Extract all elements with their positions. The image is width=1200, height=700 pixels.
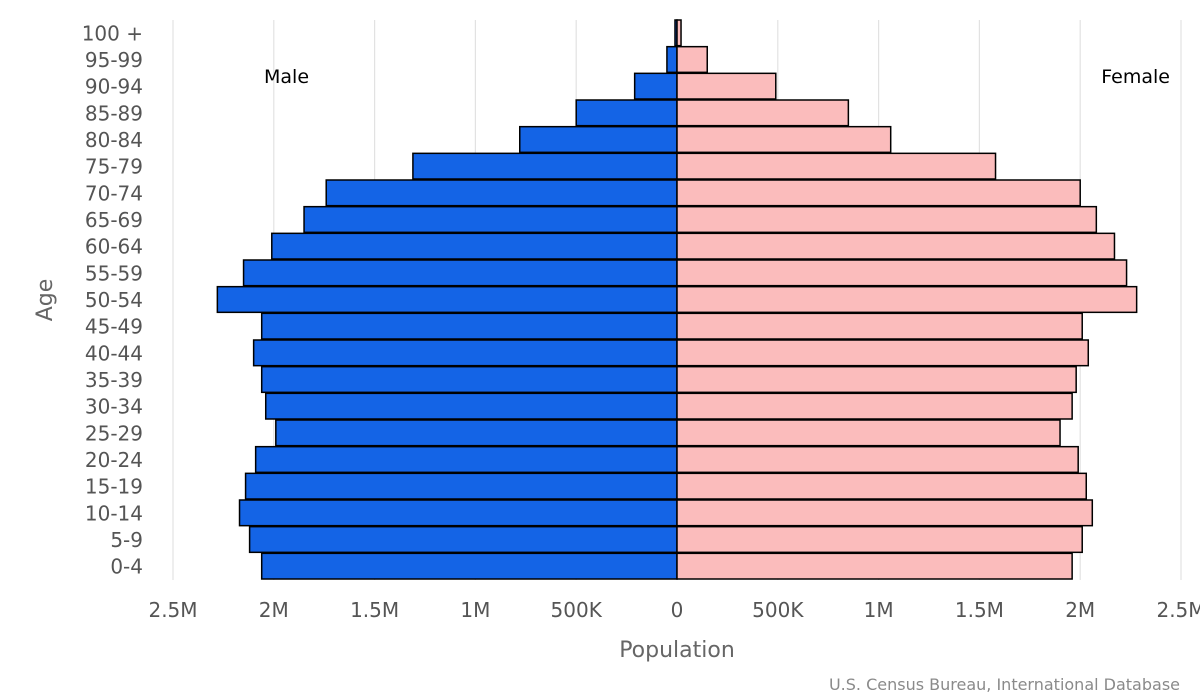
female-bar [676, 45, 708, 74]
y-tick-label: 95-99 [85, 48, 143, 72]
female-bar [676, 205, 1098, 234]
female-bar [676, 259, 1128, 287]
female-bar [676, 19, 682, 47]
male-bar [252, 339, 678, 367]
y-tick-label: 35-39 [85, 368, 143, 392]
female-bar [676, 365, 1077, 394]
female-bar [676, 525, 1083, 554]
y-tick-label: 60-64 [85, 235, 143, 259]
female-bar [676, 72, 777, 100]
male-bar [244, 472, 678, 500]
female-bars [676, 19, 1138, 580]
x-tick-label: 0 [671, 598, 684, 622]
source-credit: U.S. Census Bureau, International Databa… [829, 675, 1180, 694]
x-tick-label: 500K [752, 598, 804, 622]
y-tick-label: 40-44 [85, 341, 143, 365]
x-axis-title: Population [619, 638, 735, 663]
female-bar [676, 552, 1073, 580]
x-tick-label: 1M [460, 598, 490, 622]
male-bar [303, 205, 678, 234]
y-tick-label: 50-54 [85, 288, 143, 312]
male-bar [242, 259, 678, 287]
x-tick-label: 2.5M [1156, 598, 1200, 622]
x-tick-label: 500K [551, 598, 603, 622]
female-bar [676, 232, 1116, 260]
x-tick-label: 1M [864, 598, 894, 622]
female-bar [676, 312, 1083, 340]
x-tick-label: 1.5M [955, 598, 1004, 622]
x-tick-label: 1.5M [350, 598, 399, 622]
female-bar [676, 152, 997, 180]
y-tick-label: 30-34 [85, 395, 143, 419]
x-tick-label: 2M [259, 598, 289, 622]
y-tick-label: 55-59 [85, 261, 143, 285]
male-series-label: Male [264, 66, 309, 88]
female-bar [676, 499, 1094, 527]
male-bar [575, 99, 678, 127]
y-tick-label: 0-4 [110, 555, 143, 579]
male-bar [238, 499, 678, 527]
y-tick-label: 15-19 [85, 475, 143, 499]
y-tick-label: 25-29 [85, 421, 143, 445]
female-bar [676, 99, 850, 127]
female-bar [676, 445, 1079, 474]
male-bar [260, 552, 678, 580]
male-bar [325, 179, 678, 207]
y-tick-label: 80-84 [85, 128, 143, 152]
male-bar [275, 419, 678, 447]
male-bar [260, 365, 678, 394]
male-bars [216, 19, 678, 580]
male-bar [248, 525, 678, 554]
male-bar [412, 152, 678, 180]
male-bar [264, 392, 678, 420]
female-bar [676, 472, 1087, 500]
male-bar [254, 445, 678, 474]
y-axis-title: Age [33, 279, 58, 322]
female-bar [676, 339, 1090, 367]
y-tick-label: 5-9 [110, 528, 143, 552]
female-bar [676, 392, 1073, 420]
male-bar [633, 72, 678, 100]
y-tick-label: 10-14 [85, 501, 143, 525]
male-bar [666, 45, 678, 74]
y-tick-label: 20-24 [85, 448, 143, 472]
female-bar [676, 285, 1138, 314]
x-tick-label: 2M [1065, 598, 1095, 622]
x-tick-label: 2.5M [148, 598, 197, 622]
x-tick-labels: 2.5M 2M 1.5M 1M 500K 0 500K 1M 1.5M 2M 2.5M [148, 598, 1200, 622]
male-bar [271, 232, 678, 260]
male-bar [216, 285, 678, 314]
female-bar [676, 125, 892, 154]
female-series-label: Female [1101, 66, 1170, 88]
y-tick-label: 75-79 [85, 155, 143, 179]
y-tick-label: 100 + [82, 21, 143, 45]
y-tick-label: 85-89 [85, 101, 143, 125]
y-tick-label: 65-69 [85, 208, 143, 232]
y-tick-label: 45-49 [85, 315, 143, 339]
female-bar [676, 419, 1061, 447]
y-tick-label: 70-74 [85, 181, 143, 205]
male-bar [519, 125, 678, 154]
female-bar [676, 179, 1081, 207]
male-bar [260, 312, 678, 340]
y-tick-label: 90-94 [85, 75, 143, 99]
